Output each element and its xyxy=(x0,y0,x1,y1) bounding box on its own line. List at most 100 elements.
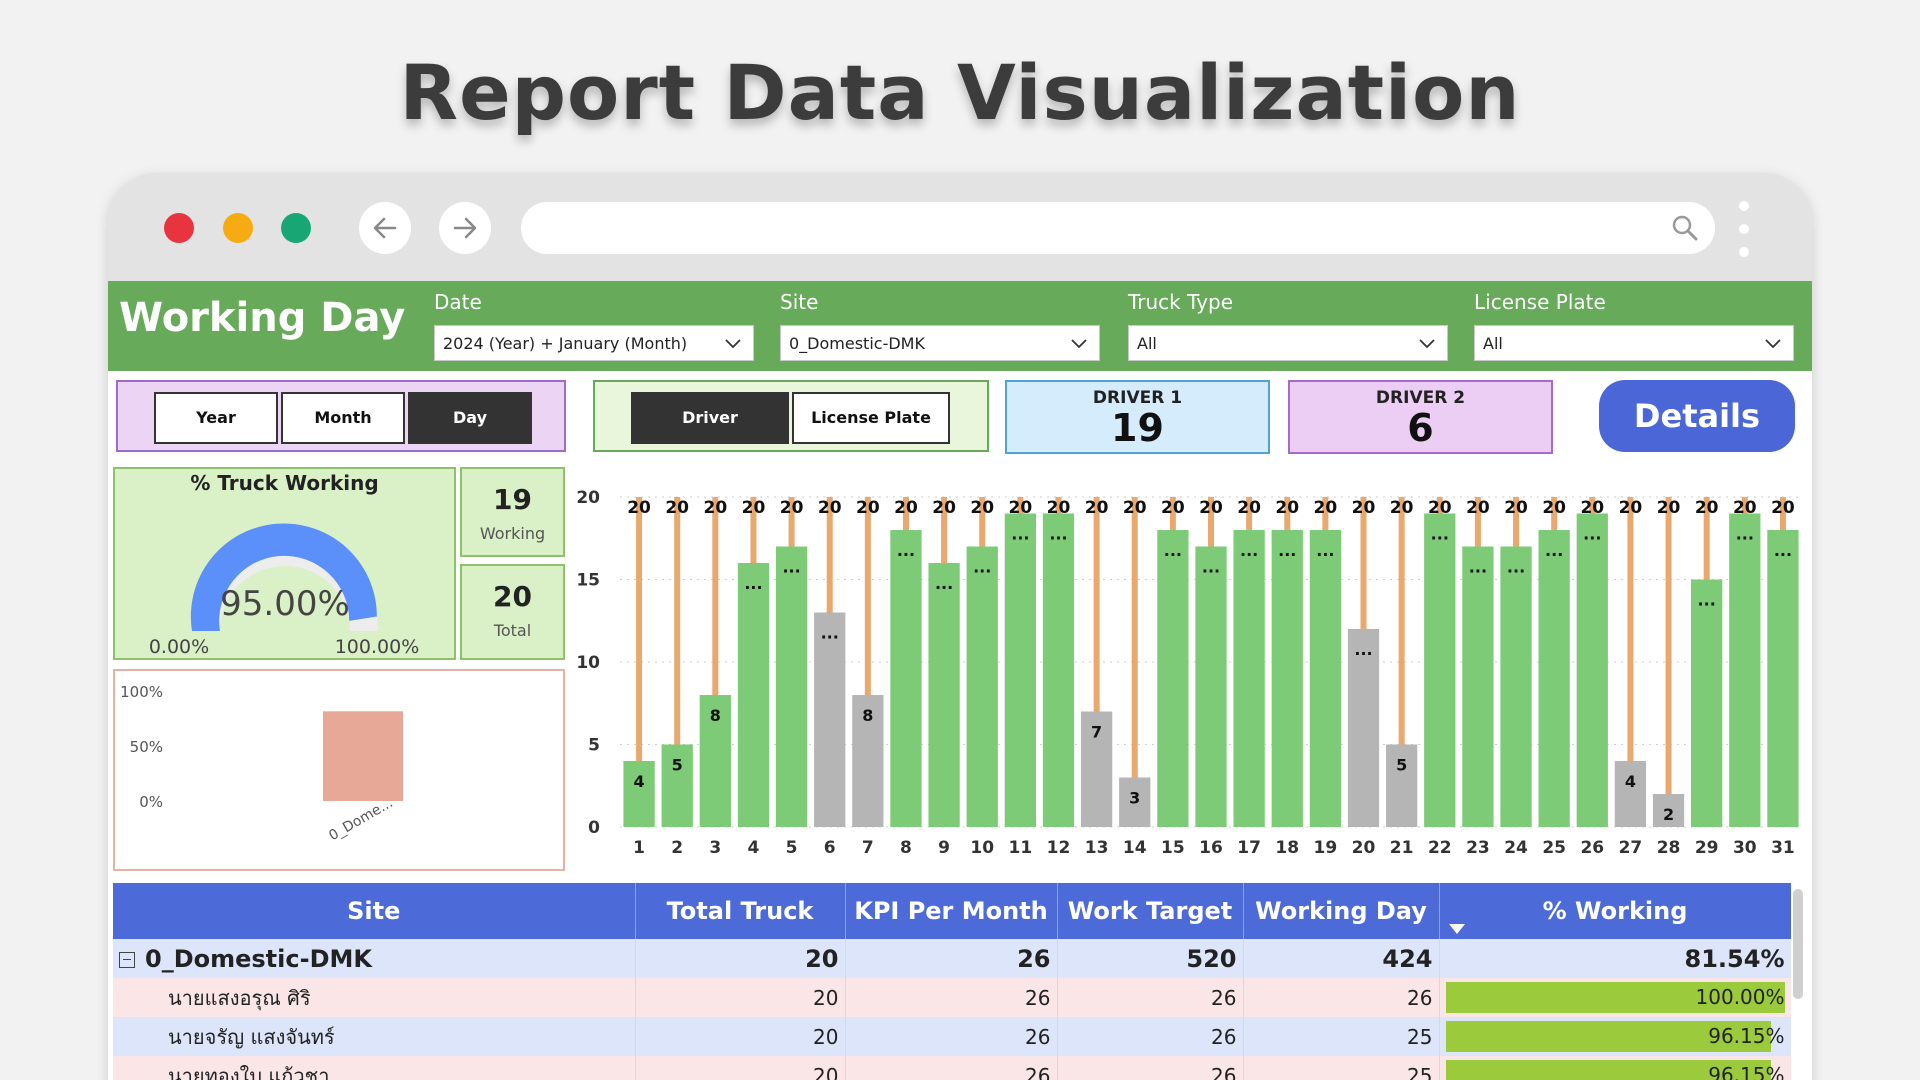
daily-working-chart: 0 5 10 15 20 20 4 1 20 5 2 20 8 3 20... 4 20... 5 20... 6 20… xyxy=(570,467,1812,867)
minimize-window-dot[interactable] xyxy=(223,213,253,243)
day-bar[interactable] xyxy=(1042,513,1075,828)
driver2-value: 6 xyxy=(1407,406,1434,450)
license-plate-button[interactable]: License Plate xyxy=(792,392,950,444)
x-tick-label: 19 xyxy=(1314,838,1338,858)
day-bar[interactable] xyxy=(1767,530,1799,827)
day-bar[interactable] xyxy=(1424,513,1456,828)
maximize-window-dot[interactable] xyxy=(281,213,311,243)
bar-label: ... xyxy=(1698,591,1716,610)
day-bar[interactable] xyxy=(661,744,693,828)
table-cell: 20 xyxy=(635,1056,846,1080)
day-bar[interactable] xyxy=(775,546,808,828)
target-label: 20 xyxy=(1428,498,1452,518)
col-header-total-truck[interactable]: Total Truck xyxy=(635,883,846,939)
bar-label: 5 xyxy=(672,756,683,775)
sort-desc-icon[interactable] xyxy=(1448,923,1466,935)
col-header-work-target[interactable]: Work Target xyxy=(1057,883,1244,939)
target-label: 20 xyxy=(1161,498,1185,518)
day-bar[interactable] xyxy=(1386,744,1418,828)
driver-button[interactable]: Driver xyxy=(631,392,789,444)
target-label: 20 xyxy=(1237,498,1261,518)
gauge-chart: 95.00% 0.00% 100.00% xyxy=(149,523,420,658)
site-table: Site Total Truck KPI Per Month Work Targ… xyxy=(113,883,1791,1080)
day-bar[interactable] xyxy=(1119,777,1151,828)
target-label: 20 xyxy=(1504,498,1528,518)
x-tick-label: 24 xyxy=(1504,838,1528,858)
target-label: 20 xyxy=(1009,498,1033,518)
table-row[interactable]: นายจรัญ แสงจันทร์ 20 26 26 25 96.15% xyxy=(113,1017,1791,1056)
more-menu-icon[interactable] xyxy=(1738,201,1750,257)
day-bar[interactable] xyxy=(1309,530,1342,827)
license-plate-dropdown[interactable]: All xyxy=(1474,325,1794,361)
day-bar[interactable] xyxy=(1576,513,1608,828)
site-dropdown[interactable]: 0_Domestic-DMK xyxy=(780,325,1100,361)
x-tick-label: 16 xyxy=(1199,838,1223,858)
bar-label: 4 xyxy=(1625,772,1636,791)
search-icon[interactable] xyxy=(1671,214,1699,242)
day-bar[interactable] xyxy=(1462,546,1494,828)
driver1-label: DRIVER 1 xyxy=(1092,388,1183,408)
day-bar[interactable] xyxy=(1195,546,1227,828)
day-bar[interactable] xyxy=(1500,546,1532,828)
day-bar[interactable] xyxy=(737,563,770,827)
bar-label: ... xyxy=(1431,525,1449,544)
bar-label: ... xyxy=(1774,541,1792,560)
y-tick-label: 20 xyxy=(576,488,600,508)
day-bar[interactable] xyxy=(814,612,846,828)
col-header-kpi[interactable]: KPI Per Month xyxy=(845,883,1058,939)
table-group-row[interactable]: 0_Domestic-DMK 20 26 520 424 81.54% xyxy=(113,939,1791,978)
day-bar[interactable] xyxy=(699,695,731,827)
col-header-site[interactable]: Site xyxy=(113,883,636,939)
collapse-icon[interactable] xyxy=(119,951,135,968)
bar-label: ... xyxy=(1202,558,1220,577)
y-tick-label: 50% xyxy=(130,738,163,756)
table-row[interactable]: นายแสงอรุณ ศิริ 20 26 26 26 100.00% xyxy=(113,978,1791,1017)
day-button[interactable]: Day xyxy=(408,392,532,444)
day-bar[interactable] xyxy=(1347,629,1380,827)
table-cell: 26 xyxy=(1243,978,1440,1017)
day-bar[interactable] xyxy=(1538,530,1570,827)
target-label: 20 xyxy=(818,498,842,518)
details-button[interactable]: Details xyxy=(1599,380,1795,452)
day-bar[interactable] xyxy=(890,530,922,827)
day-bar[interactable] xyxy=(966,546,998,828)
day-bar[interactable] xyxy=(1729,513,1761,828)
day-bar[interactable] xyxy=(1691,579,1723,828)
year-button[interactable]: Year xyxy=(154,392,278,444)
pct-text: 96.15% xyxy=(1708,1024,1785,1048)
close-window-dot[interactable] xyxy=(164,213,194,243)
day-bar[interactable] xyxy=(1080,711,1113,828)
back-button[interactable] xyxy=(359,202,411,254)
day-bar[interactable] xyxy=(852,695,884,827)
day-bar[interactable] xyxy=(1614,761,1647,827)
dropdown-value: 0_Domestic-DMK xyxy=(789,334,925,353)
address-bar[interactable] xyxy=(521,202,1715,254)
day-bar[interactable] xyxy=(1004,513,1036,828)
day-bar[interactable] xyxy=(1271,530,1303,827)
day-bar[interactable] xyxy=(928,563,960,827)
forward-button[interactable] xyxy=(439,202,491,254)
bar-label: ... xyxy=(744,574,762,593)
gauge-max-label: 100.00% xyxy=(335,636,420,655)
col-header-pct-working[interactable]: % Working xyxy=(1439,883,1791,939)
target-label: 20 xyxy=(1047,498,1071,518)
day-bar[interactable] xyxy=(1652,794,1685,827)
site-bar[interactable] xyxy=(323,711,403,801)
target-label: 20 xyxy=(1199,498,1223,518)
day-bar[interactable] xyxy=(623,761,655,827)
bar-label: 5 xyxy=(1396,756,1407,775)
working-label: Working xyxy=(479,524,546,543)
table-scrollbar[interactable] xyxy=(1793,889,1803,999)
date-dropdown[interactable]: 2024 (Year) + January (Month) xyxy=(434,325,754,361)
table-row[interactable]: นายทองใบ แก้วชา 20 26 26 25 96.15% xyxy=(113,1056,1791,1080)
day-bar[interactable] xyxy=(1157,530,1189,827)
site-percent-chart: 100% 50% 0% 0_Dome... xyxy=(113,669,565,871)
period-selector: Year Month Day xyxy=(116,380,566,452)
day-bar[interactable] xyxy=(1233,530,1265,827)
bar-label: ... xyxy=(1240,541,1258,560)
col-header-working-day[interactable]: Working Day xyxy=(1243,883,1440,939)
truck-type-dropdown[interactable]: All xyxy=(1128,325,1448,361)
month-button[interactable]: Month xyxy=(281,392,405,444)
table-cell: 424 xyxy=(1243,939,1440,978)
x-tick-label: 6 xyxy=(824,838,836,858)
